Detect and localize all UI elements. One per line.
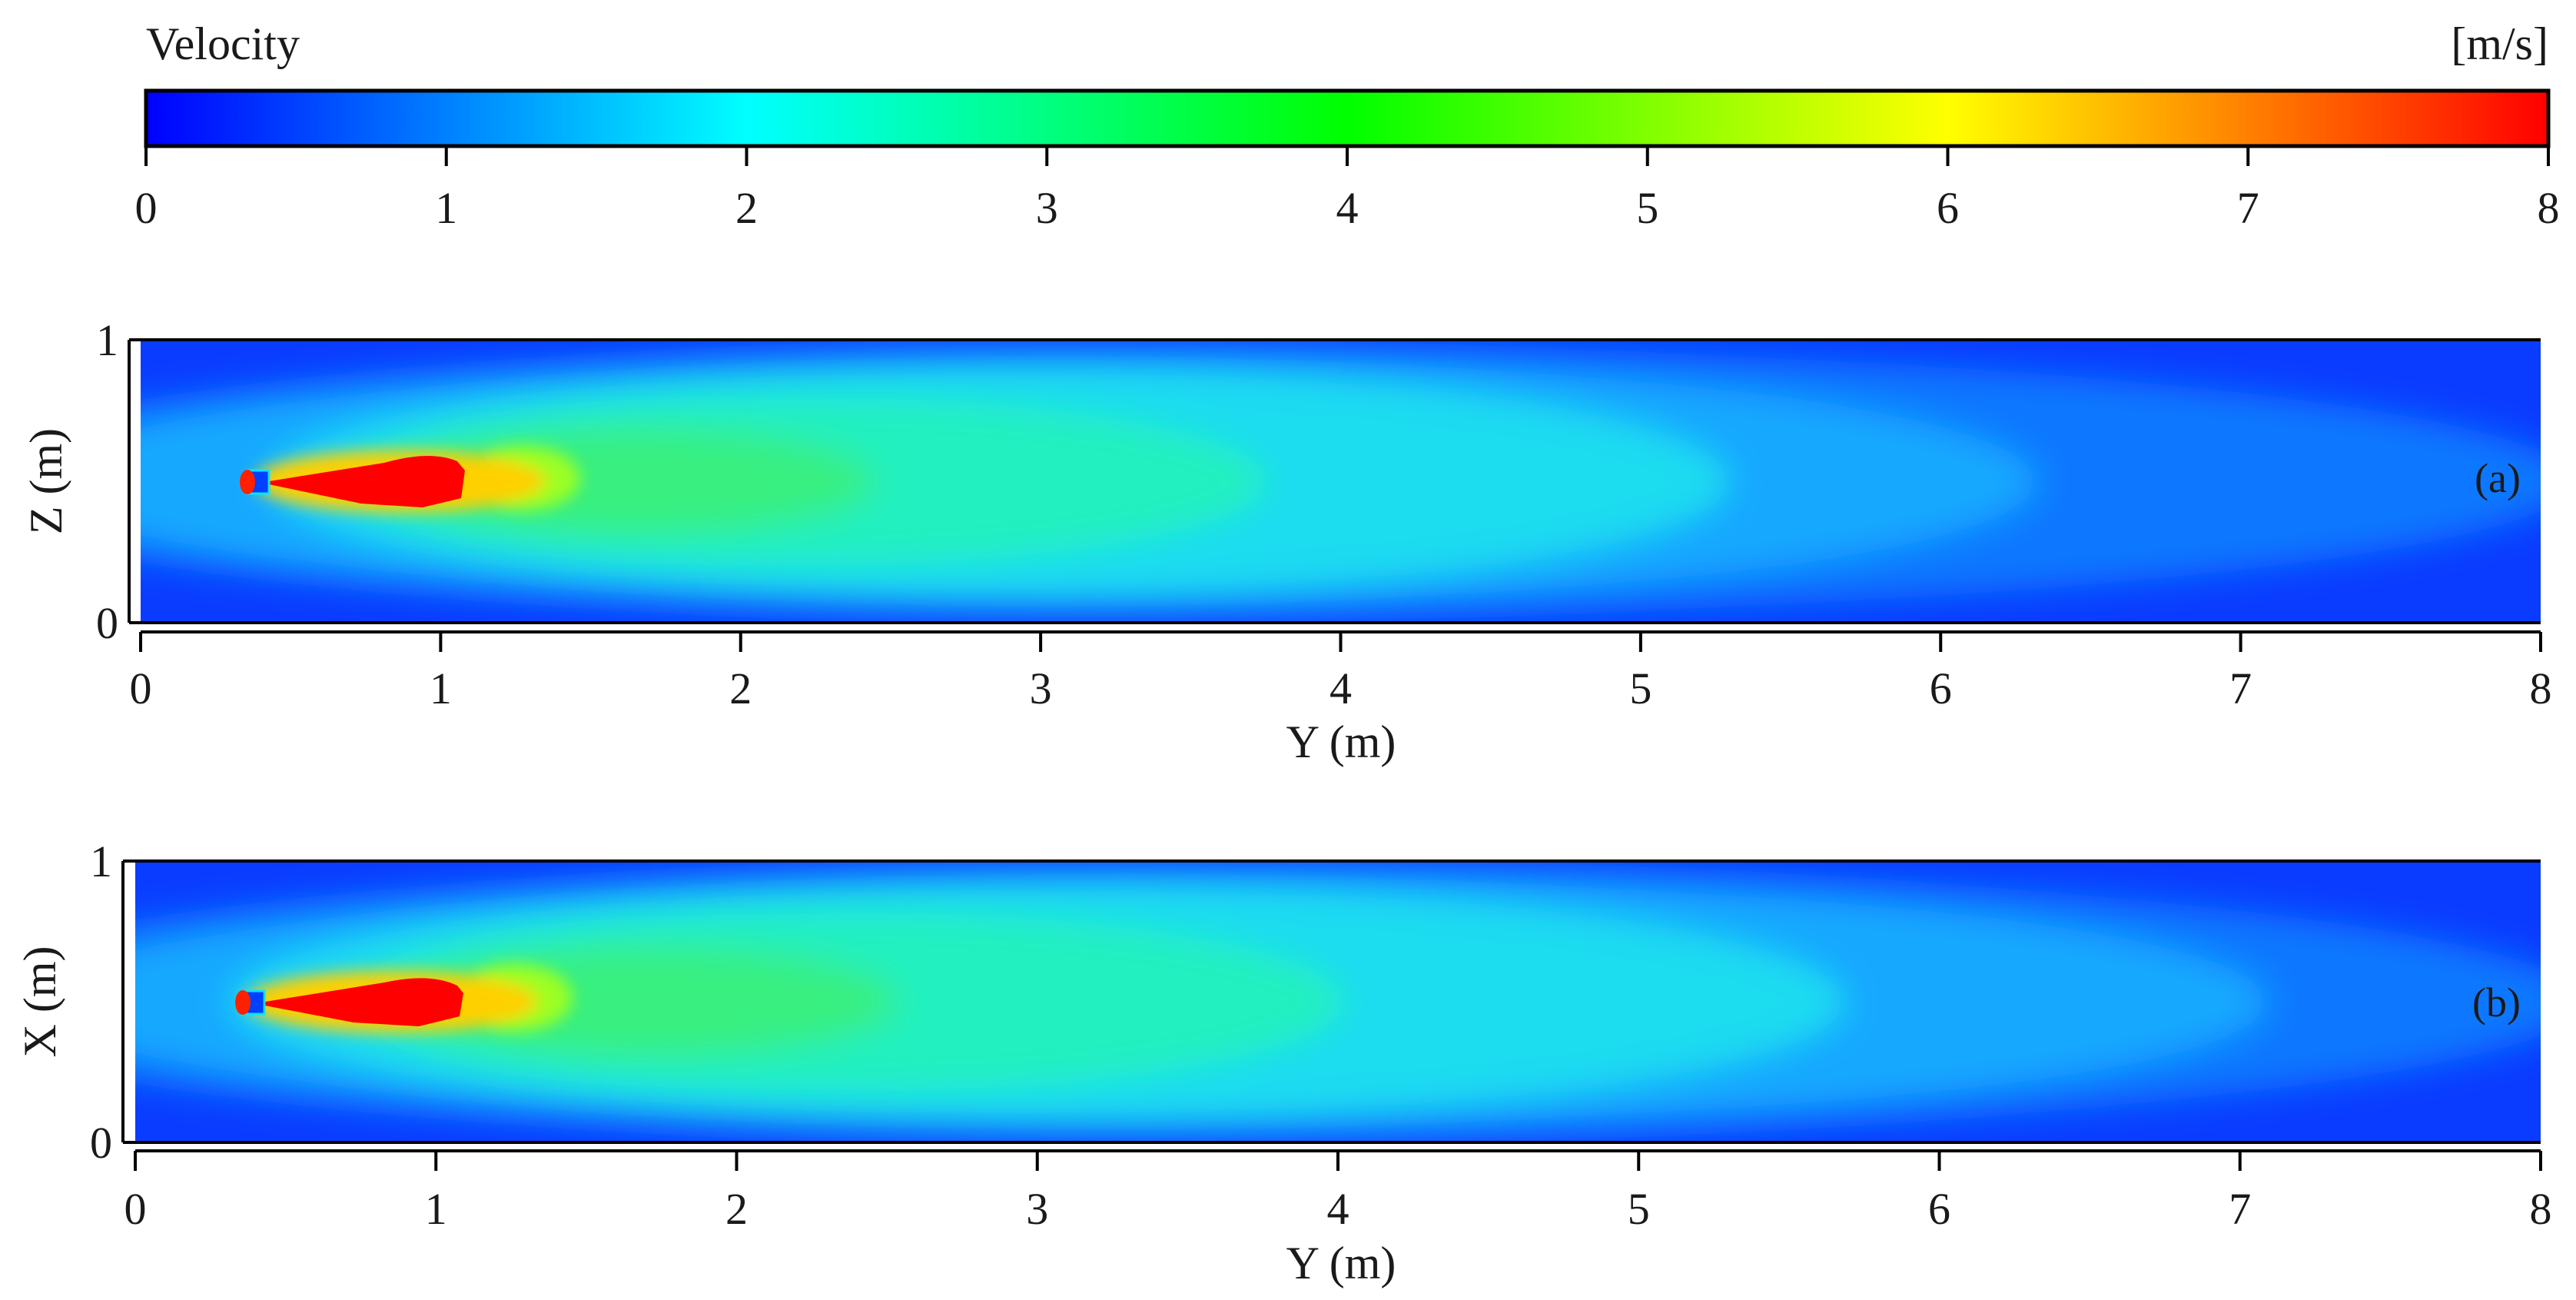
colorbar-title: Velocity xyxy=(146,18,300,69)
colorbar-tick-label: 7 xyxy=(2237,183,2259,233)
panel-a-y-ticks: 01 xyxy=(96,315,141,648)
colorbar-tick-label: 4 xyxy=(1336,183,1359,233)
panel-a-x-tick-label: 4 xyxy=(1329,663,1352,713)
panel-a-x-tick-label: 0 xyxy=(130,663,152,713)
panel-a-x-tick-label: 1 xyxy=(430,663,452,713)
panel-a-x-tick-label: 2 xyxy=(729,663,752,713)
panel-a-x-tick-label: 7 xyxy=(2229,663,2252,713)
colorbar-unit: [m/s] xyxy=(2451,18,2548,69)
colorbar-tick-label: 0 xyxy=(135,183,158,233)
panel-b-x-axis-label: Y (m) xyxy=(1286,1238,1396,1288)
panel-a-y-axis-label: Z (m) xyxy=(21,428,71,534)
panel-b-x-tick-label: 5 xyxy=(1628,1184,1650,1234)
colorbar-tick-label: 5 xyxy=(1636,183,1658,233)
colorbar-tick-label: 6 xyxy=(1937,183,1959,233)
panel-a-x-tick-label: 8 xyxy=(2530,663,2552,713)
colorbar-tick-label: 1 xyxy=(435,183,457,233)
panel-a-x-axis-label: Y (m) xyxy=(1286,716,1396,767)
colorbar: Velocity [m/s] 0 1 2 3 4 5 6 7 8 xyxy=(135,18,2560,233)
panel-b-y-tick-label: 0 xyxy=(90,1118,112,1168)
panel-b-y-tick-label: 1 xyxy=(90,836,112,886)
colorbar-tick-label: 3 xyxy=(1036,183,1058,233)
colorbar-gradient xyxy=(144,88,2551,148)
panel-a-x-ticks: 0 1 2 3 4 5 6 7 8 xyxy=(130,632,2552,713)
panel-b-x-tick-label: 3 xyxy=(1026,1184,1048,1234)
panel-a-x-tick-label: 3 xyxy=(1030,663,1052,713)
panel-b-label: (b) xyxy=(2472,979,2521,1026)
colorbar-tick-label: 2 xyxy=(735,183,758,233)
panel-b-field xyxy=(135,861,2541,1142)
panel-b-x-tick-label: 2 xyxy=(725,1184,748,1234)
panel-a-x-tick-label: 6 xyxy=(1930,663,1952,713)
panel-b-x-tick-label: 1 xyxy=(425,1184,447,1234)
panel-b-x-tick-label: 4 xyxy=(1327,1184,1349,1234)
panel-b-x-tick-label: 6 xyxy=(1928,1184,1950,1234)
panel-a-field xyxy=(141,340,2541,623)
panel-a-y-tick-label: 0 xyxy=(96,598,118,648)
colorbar-tick-label: 8 xyxy=(2538,183,2560,233)
panel-a-x-tick-label: 5 xyxy=(1629,663,1651,713)
panel-b-y-axis-label: X (m) xyxy=(15,946,65,1058)
colorbar-ticks: 0 1 2 3 4 5 6 7 8 xyxy=(135,146,2560,233)
panel-a-label: (a) xyxy=(2475,455,2521,501)
panel-b-x-tick-label: 7 xyxy=(2229,1184,2251,1234)
panel-b-x-tick-label: 8 xyxy=(2530,1184,2552,1234)
panel-a-y-tick-label: 1 xyxy=(96,315,118,365)
panel-b-y-ticks: 01 xyxy=(90,836,135,1168)
panel-b-x-tick-label: 0 xyxy=(124,1184,147,1234)
panel-b-x-ticks: 0 1 2 3 4 5 6 7 8 xyxy=(124,1151,2552,1234)
